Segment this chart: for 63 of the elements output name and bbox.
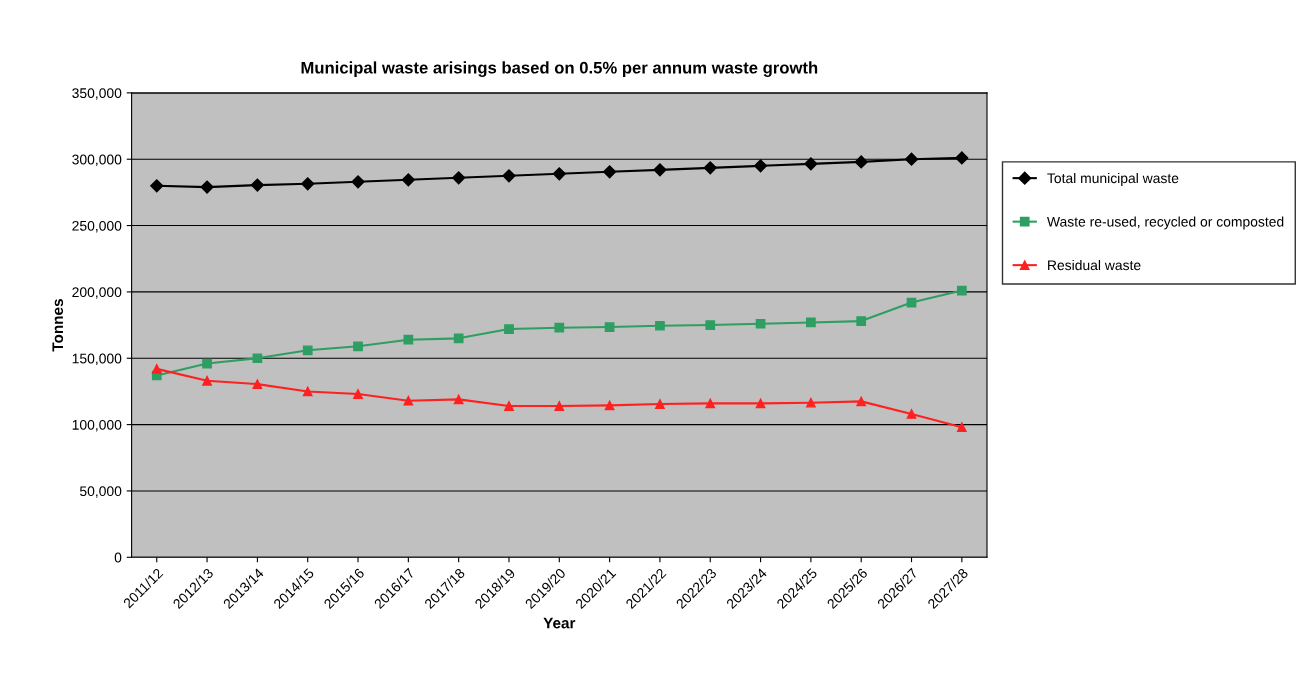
point — [604, 400, 615, 411]
point — [504, 401, 514, 411]
point — [955, 151, 969, 165]
y-tick-label: 350,000 — [72, 88, 122, 100]
point — [806, 397, 816, 408]
point — [250, 178, 264, 192]
point — [353, 389, 363, 399]
point — [200, 180, 214, 194]
point — [755, 398, 766, 409]
y-tick-label: 250,000 — [72, 220, 122, 233]
point — [755, 318, 766, 329]
point — [804, 157, 818, 171]
y-tick-label: 0 — [114, 552, 122, 563]
point — [753, 159, 768, 173]
point — [854, 155, 868, 169]
point — [353, 341, 363, 352]
point — [703, 161, 717, 175]
point — [604, 322, 615, 332]
point — [252, 379, 263, 389]
point — [150, 179, 164, 193]
point — [904, 152, 919, 166]
x-axis-title: Year — [543, 617, 576, 629]
y-tick-label: 300,000 — [72, 154, 122, 167]
y-tick-label: 150,000 — [72, 353, 122, 366]
point — [655, 320, 665, 331]
y-tick-label: 200,000 — [72, 287, 122, 299]
point — [603, 165, 617, 179]
point — [453, 394, 464, 405]
point — [552, 167, 566, 181]
point — [956, 285, 967, 296]
point — [705, 398, 716, 409]
point — [705, 320, 716, 330]
point — [453, 333, 464, 344]
point — [906, 409, 917, 419]
point — [202, 375, 212, 386]
legend-label: Total municipal waste — [1047, 172, 1179, 186]
point — [403, 334, 414, 345]
point — [403, 395, 414, 406]
y-axis-title: Tonnes — [52, 299, 64, 352]
point — [302, 386, 313, 397]
point — [302, 345, 313, 356]
point — [351, 175, 365, 189]
point — [502, 169, 516, 183]
point — [806, 317, 816, 328]
point — [653, 163, 667, 177]
point — [856, 316, 867, 326]
y-tick-label: 100,000 — [72, 419, 122, 432]
point — [856, 396, 867, 407]
point — [504, 324, 514, 334]
legend-label: Residual waste — [1048, 259, 1141, 271]
point — [401, 173, 415, 187]
point — [554, 401, 565, 411]
chart-title: Municipal waste arisings based on 0.5% per annum waste growth — [301, 61, 818, 77]
point — [202, 358, 212, 369]
legend-label: Waste re-used, recycled or composted — [1047, 216, 1284, 230]
point — [252, 353, 263, 364]
point — [956, 422, 967, 433]
point — [151, 364, 162, 374]
point — [554, 322, 565, 333]
point — [452, 171, 466, 185]
y-tick-label: 50,000 — [79, 486, 122, 498]
point — [655, 399, 665, 409]
point — [301, 177, 315, 191]
